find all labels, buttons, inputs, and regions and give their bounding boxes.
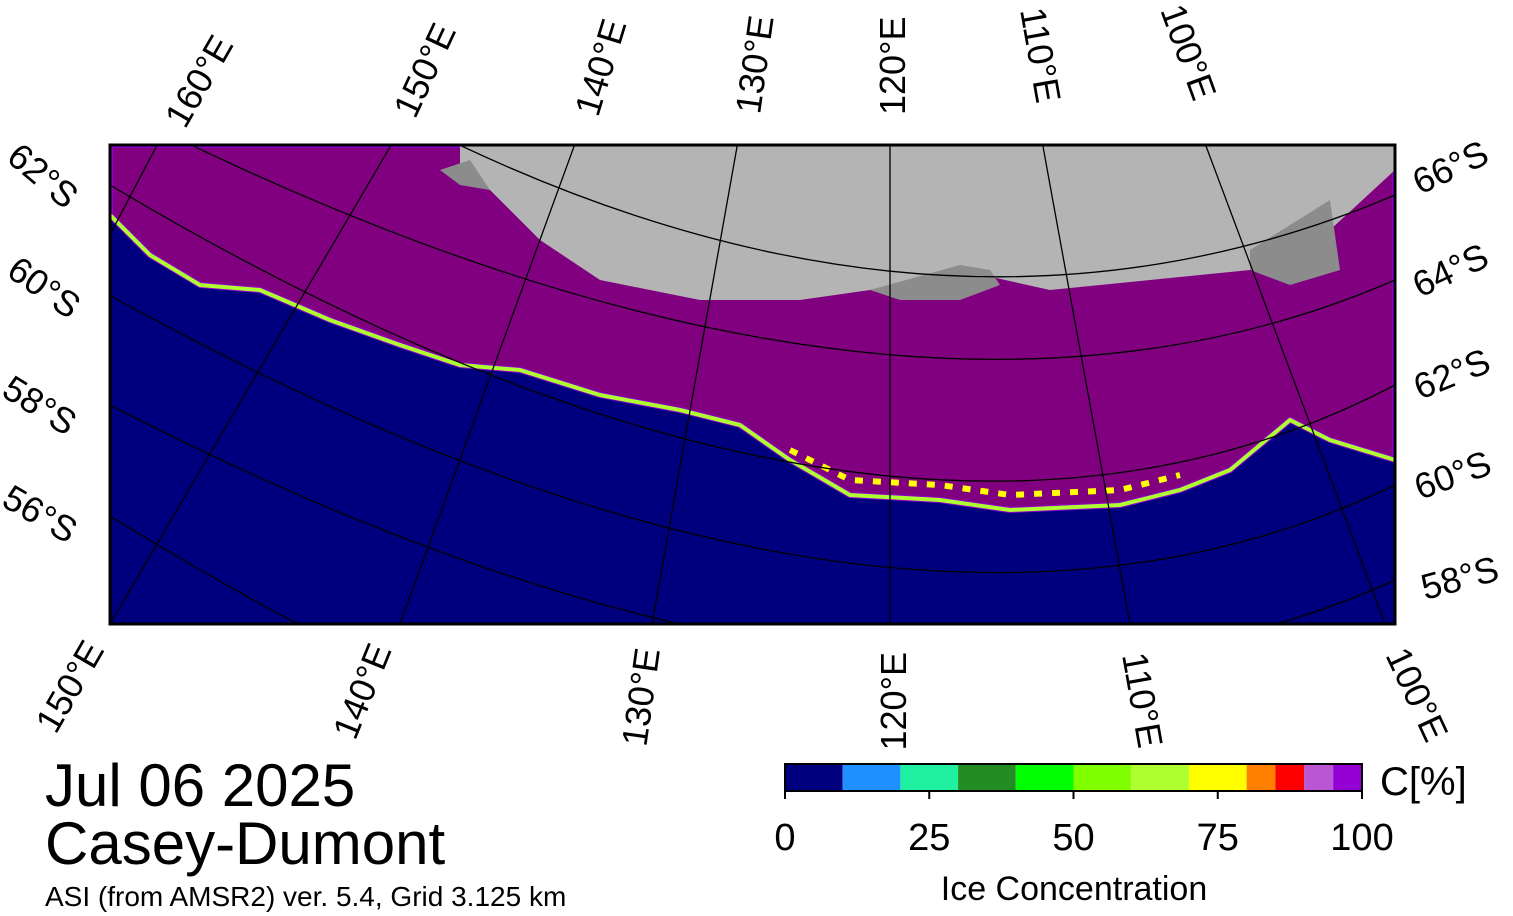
lon-label: 130°E: [727, 13, 781, 116]
lat-label: 60°S: [1409, 442, 1497, 507]
ice-edge-yellow: [788, 447, 1181, 499]
right-labels: 66°S 64°S 62°S 60°S 58°S: [1406, 132, 1503, 608]
lon-label: 120°E: [873, 652, 914, 750]
colorbar-segment: [1131, 764, 1189, 791]
colorbar-tick-label: 100: [1330, 817, 1393, 859]
lon-label: 150°E: [385, 17, 464, 124]
lon-label: 100°E: [1378, 641, 1457, 748]
lon-label: 150°E: [27, 634, 112, 740]
colorbar-segment: [1015, 764, 1074, 791]
colorbar: 0 25 50 75 100: [774, 763, 1394, 859]
lon-label: 140°E: [325, 638, 400, 745]
lat-label: 60°S: [0, 248, 88, 327]
ice-edge: [110, 213, 1395, 513]
lat-label: 64°S: [1406, 235, 1494, 305]
region-title: Casey-Dumont: [45, 810, 445, 877]
lat-label: 62°S: [1408, 340, 1496, 407]
colorbar-title: Ice Concentration: [941, 870, 1208, 908]
lon-label: 120°E: [872, 17, 913, 115]
subtitle: ASI (from AMSR2) ver. 5.4, Grid 3.125 km: [45, 881, 566, 912]
lon-label: 160°E: [156, 28, 241, 134]
lat-label: 56°S: [0, 476, 84, 551]
lat-label: 58°S: [1416, 548, 1502, 608]
lat-label: 62°S: [0, 135, 86, 217]
graticule: [110, 145, 1395, 624]
colorbar-segment: [1333, 764, 1362, 791]
lon-label: 110°E: [1012, 4, 1069, 105]
lon-label: 110°E: [1114, 649, 1171, 750]
lon-label: 130°E: [614, 645, 668, 748]
colorbar-segment: [1188, 764, 1247, 791]
colorbar-segment: [900, 764, 959, 791]
lat-label: 66°S: [1406, 132, 1494, 202]
lon-label: 140°E: [566, 14, 634, 120]
colorbar-tick-label: 0: [774, 817, 795, 859]
colorbar-segment: [842, 764, 901, 791]
lon-label: 100°E: [1152, 0, 1224, 105]
colorbar-tick-label: 75: [1197, 817, 1239, 859]
colorbar-segment: [1073, 764, 1132, 791]
map-frame: [108, 143, 1397, 626]
colorbar-segment: [785, 764, 843, 791]
colorbar-segment: [1275, 764, 1305, 791]
map: [110, 145, 1395, 624]
colorbar-segment: [1246, 764, 1276, 791]
top-labels: 160°E 150°E 140°E 130°E 120°E 110°E 100°…: [156, 0, 1224, 134]
colorbar-tick-label: 50: [1052, 817, 1094, 859]
date-title: Jul 06 2025: [45, 752, 355, 819]
lat-label: 58°S: [0, 367, 84, 443]
colorbar-tick-label: 25: [908, 817, 950, 859]
colorbar-segment: [958, 764, 1016, 791]
left-labels: 62°S 60°S 58°S 56°S: [0, 135, 88, 551]
bottom-labels: 150°E 140°E 130°E 120°E 110°E 100°E: [27, 634, 1456, 751]
colorbar-segment: [1304, 764, 1334, 791]
colorbar-unit: C[%]: [1380, 760, 1467, 804]
land: [460, 145, 1395, 300]
